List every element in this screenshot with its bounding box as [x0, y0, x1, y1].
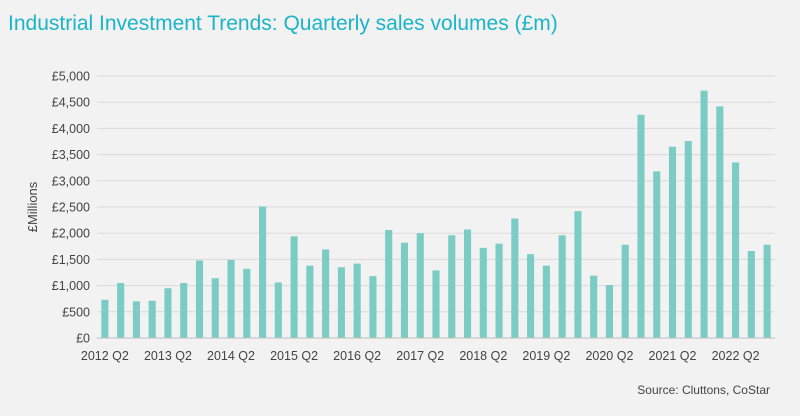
bar-2013-q4: [195, 260, 204, 338]
y-axis-label: £Millions: [25, 181, 40, 232]
bar-2020-q3: [621, 244, 629, 338]
bar-2020-q1: [590, 275, 598, 338]
bar-2021-q4: [700, 90, 708, 338]
y-tick-label: £2,500: [52, 201, 90, 215]
bar-2017-q4: [448, 235, 456, 338]
x-axis-tick-labels: 2012 Q2 2013 Q2 2014 Q2 2015 Q2 2016 Q2 2017 …: [81, 349, 760, 363]
bar-2021-q1: [653, 171, 661, 338]
bar-2015-q3: [306, 265, 314, 338]
bar-2018-q2: [479, 247, 487, 338]
bar-2013-q3: [180, 282, 188, 338]
bar-2016-q1: [337, 267, 345, 338]
x-tick-label: 2019 Q2: [522, 349, 570, 363]
y-tick-label: £5,000: [52, 70, 90, 84]
bar-2014-q4: [259, 206, 267, 338]
source-note: Source: Cluttons, CoStar: [637, 383, 770, 397]
bar-2019-q2: [542, 265, 550, 338]
bar-2014-q3: [243, 268, 251, 338]
bar-2018-q1: [463, 229, 472, 338]
bar-2020-q4: [637, 114, 645, 338]
bar-2016-q3: [369, 276, 377, 338]
x-tick-label: 2018 Q2: [459, 349, 507, 363]
bar-2022-q4: [763, 244, 771, 338]
bar-2013-q2: [164, 288, 172, 338]
bar-2012-q3: [117, 282, 125, 338]
bar-2019-q4: [574, 211, 582, 338]
bar-2015-q1: [274, 282, 282, 338]
bar-2012-q2: [101, 299, 109, 338]
bar-2017-q3: [432, 270, 440, 338]
bar-2017-q2: [416, 233, 424, 338]
y-tick-label: £4,500: [52, 96, 90, 110]
x-tick-label: 2016 Q2: [333, 349, 381, 363]
chart-title: Industrial Investment Trends: Quarterly …: [8, 12, 558, 35]
bar-2022-q2: [732, 162, 740, 338]
x-tick-label: 2015 Q2: [270, 349, 318, 363]
y-tick-label: £4,000: [52, 122, 90, 136]
bar-2016-q2: [353, 263, 361, 338]
bar-2020-q2: [605, 285, 613, 338]
bar-2018-q3: [495, 243, 503, 338]
bar-2016-q4: [385, 230, 393, 338]
y-axis-tick-labels: £0 £500 £1,000 £1,500 £2,000 £2,500 £3,000 £3,5…: [52, 70, 90, 346]
bar-2022-q3: [747, 251, 755, 338]
y-tick-label: £3,000: [52, 174, 90, 188]
bar-2013-q1: [148, 300, 156, 338]
y-tick-label: £0: [76, 332, 90, 346]
x-tick-label: 2014 Q2: [207, 349, 255, 363]
y-tick-label: £1,500: [52, 253, 90, 267]
bar-2022-q1: [716, 106, 724, 338]
bar-2021-q2: [668, 146, 677, 338]
bar-2021-q3: [684, 140, 692, 338]
bar-2019-q3: [558, 235, 566, 338]
y-tick-label: £1,000: [52, 279, 90, 293]
x-tick-label: 2021 Q2: [649, 349, 697, 363]
bar-2018-q4: [511, 218, 519, 338]
y-tick-label: £3,500: [52, 148, 90, 162]
bar-2012-q4: [132, 301, 140, 338]
x-tick-label: 2013 Q2: [144, 349, 192, 363]
x-tick-label: 2012 Q2: [81, 349, 129, 363]
bar-2014-q2: [227, 259, 235, 338]
bar-2019-q1: [527, 254, 535, 338]
bar-2017-q1: [400, 242, 409, 338]
bar-2015-q4: [322, 249, 330, 338]
x-tick-label: 2022 Q2: [712, 349, 760, 363]
bar-2014-q1: [211, 278, 219, 338]
y-tick-label: £500: [62, 305, 90, 319]
bar-2015-q2: [290, 236, 298, 338]
y-tick-label: £2,000: [52, 227, 90, 241]
x-tick-label: 2017 Q2: [396, 349, 444, 363]
x-tick-label: 2020 Q2: [585, 349, 633, 363]
bars: [101, 90, 771, 338]
